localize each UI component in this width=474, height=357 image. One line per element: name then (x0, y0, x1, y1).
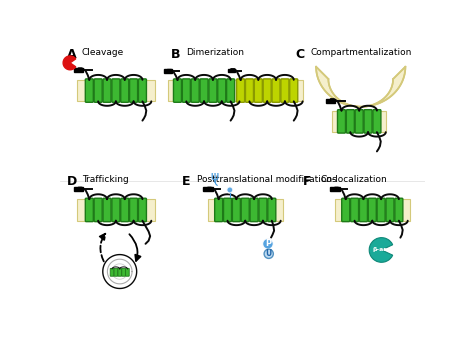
Text: F: F (303, 175, 311, 188)
FancyBboxPatch shape (182, 79, 191, 102)
FancyBboxPatch shape (237, 79, 245, 102)
Text: Cleavage: Cleavage (82, 48, 124, 57)
Text: Co-localization: Co-localization (321, 175, 387, 184)
FancyBboxPatch shape (94, 198, 102, 222)
FancyBboxPatch shape (85, 79, 93, 102)
FancyBboxPatch shape (209, 79, 217, 102)
FancyBboxPatch shape (290, 79, 298, 102)
Circle shape (227, 187, 233, 193)
FancyBboxPatch shape (227, 79, 235, 102)
Bar (335, 199, 410, 221)
FancyBboxPatch shape (224, 198, 231, 222)
FancyBboxPatch shape (138, 79, 146, 102)
Bar (168, 80, 303, 101)
Polygon shape (316, 67, 405, 107)
FancyBboxPatch shape (85, 198, 93, 222)
Bar (77, 199, 155, 221)
Circle shape (263, 238, 273, 249)
Wedge shape (63, 56, 76, 70)
Text: Trafficking: Trafficking (82, 175, 129, 184)
Bar (326, 99, 335, 102)
FancyBboxPatch shape (94, 79, 102, 102)
Wedge shape (369, 238, 392, 262)
FancyBboxPatch shape (250, 198, 258, 222)
FancyBboxPatch shape (268, 198, 276, 222)
Circle shape (264, 249, 273, 258)
FancyBboxPatch shape (122, 268, 126, 276)
FancyBboxPatch shape (259, 198, 267, 222)
FancyBboxPatch shape (342, 198, 350, 222)
Bar (74, 187, 83, 191)
Bar (330, 187, 339, 191)
FancyBboxPatch shape (255, 79, 262, 102)
FancyBboxPatch shape (368, 198, 376, 222)
Text: U: U (265, 249, 272, 258)
FancyBboxPatch shape (103, 198, 111, 222)
FancyBboxPatch shape (337, 110, 346, 133)
FancyBboxPatch shape (373, 110, 381, 133)
FancyBboxPatch shape (395, 198, 403, 222)
Text: P: P (265, 238, 271, 247)
FancyBboxPatch shape (114, 268, 118, 276)
FancyArrowPatch shape (100, 234, 105, 261)
FancyBboxPatch shape (218, 79, 226, 102)
FancyBboxPatch shape (121, 198, 129, 222)
Bar (164, 69, 172, 73)
Text: B: B (171, 48, 180, 61)
Bar (77, 80, 155, 101)
Text: C: C (295, 48, 304, 61)
FancyBboxPatch shape (246, 79, 254, 102)
FancyBboxPatch shape (200, 79, 208, 102)
FancyBboxPatch shape (272, 79, 280, 102)
Text: ψ: ψ (211, 170, 219, 182)
Text: Compartmentalization: Compartmentalization (310, 48, 412, 57)
FancyArrowPatch shape (129, 234, 140, 261)
FancyBboxPatch shape (191, 79, 199, 102)
FancyBboxPatch shape (263, 79, 271, 102)
FancyBboxPatch shape (377, 198, 385, 222)
FancyBboxPatch shape (103, 79, 111, 102)
FancyBboxPatch shape (215, 198, 223, 222)
FancyBboxPatch shape (281, 79, 289, 102)
Bar (208, 199, 283, 221)
FancyBboxPatch shape (110, 268, 114, 276)
FancyBboxPatch shape (138, 198, 146, 222)
FancyBboxPatch shape (359, 198, 367, 222)
Text: D: D (66, 175, 77, 188)
FancyBboxPatch shape (118, 268, 121, 276)
FancyBboxPatch shape (129, 198, 137, 222)
FancyBboxPatch shape (126, 268, 129, 276)
FancyBboxPatch shape (351, 198, 358, 222)
Bar (203, 187, 212, 191)
FancyBboxPatch shape (112, 79, 120, 102)
Text: E: E (182, 175, 191, 188)
Bar (74, 68, 83, 72)
FancyBboxPatch shape (129, 79, 137, 102)
FancyBboxPatch shape (386, 198, 394, 222)
FancyBboxPatch shape (355, 110, 363, 133)
FancyBboxPatch shape (346, 110, 355, 133)
FancyBboxPatch shape (112, 198, 120, 222)
FancyBboxPatch shape (364, 110, 372, 133)
Bar (228, 69, 235, 72)
Bar (332, 111, 386, 132)
Text: Posttranslational modifications: Posttranslational modifications (198, 175, 337, 184)
FancyBboxPatch shape (232, 198, 240, 222)
Text: β-arr: β-arr (372, 247, 390, 252)
FancyBboxPatch shape (241, 198, 249, 222)
FancyBboxPatch shape (121, 79, 129, 102)
Text: A: A (66, 48, 76, 61)
Polygon shape (103, 255, 137, 288)
Text: Dimerization: Dimerization (186, 48, 244, 57)
FancyBboxPatch shape (173, 79, 182, 102)
